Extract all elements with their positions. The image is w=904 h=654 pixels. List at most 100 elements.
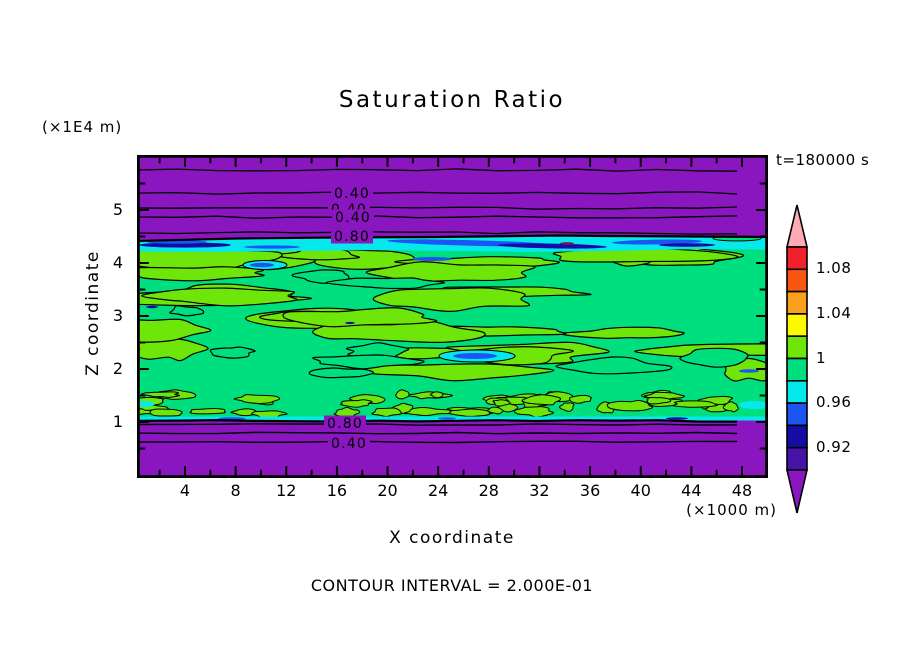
x-tick-label: 44 bbox=[681, 481, 702, 500]
contour-boundary-bottom bbox=[139, 418, 738, 423]
subsaturated-pocket bbox=[345, 321, 355, 325]
small-blob bbox=[233, 394, 281, 404]
colorbar-tick-label: 1 bbox=[816, 348, 827, 367]
time-annotation: t=180000 s bbox=[776, 151, 870, 169]
contour-label: 0.80 bbox=[334, 229, 370, 245]
colorbar-segment bbox=[786, 290, 808, 315]
subsaturated-pocket bbox=[412, 257, 452, 261]
y-tick-label: 5 bbox=[112, 200, 123, 219]
colorbar bbox=[785, 204, 809, 514]
contour-line bbox=[139, 423, 738, 426]
small-blob bbox=[339, 399, 373, 408]
colorbar-tick-label: 0.92 bbox=[816, 437, 852, 456]
contour-label-backdrop bbox=[331, 228, 373, 244]
transition-streak bbox=[139, 242, 231, 248]
contour-line bbox=[139, 431, 738, 435]
supersaturated-blob bbox=[141, 287, 298, 307]
subsaturated-pocket bbox=[139, 401, 155, 407]
x-tick-label: 24 bbox=[427, 481, 449, 500]
small-blob bbox=[486, 406, 504, 415]
contour-label-backdrop bbox=[331, 185, 373, 201]
colorbar-under-arrow bbox=[785, 469, 809, 514]
small-blob bbox=[149, 408, 183, 417]
subsaturated-pocket bbox=[146, 305, 158, 309]
colorbar-segment bbox=[786, 246, 808, 271]
contour-interval-label: CONTOUR INTERVAL = 2.000E-01 bbox=[310, 576, 594, 595]
x-tick-label: 8 bbox=[230, 481, 241, 500]
small-blob bbox=[140, 391, 180, 398]
colorbar-tick-label: 1.04 bbox=[816, 303, 852, 322]
subsaturated-pocket bbox=[739, 401, 766, 409]
colorbar-segment bbox=[786, 380, 808, 404]
small-blob bbox=[569, 394, 592, 404]
contour-plot: 0.400.400.400.800.800.40 bbox=[137, 155, 768, 478]
subsaturated-pocket bbox=[739, 369, 759, 373]
y-tick-label: 3 bbox=[112, 306, 123, 325]
x-tick-label: 48 bbox=[731, 481, 753, 500]
x-tick-label: 40 bbox=[630, 481, 651, 500]
x-tick-label: 12 bbox=[276, 481, 297, 500]
plot-title: Saturation Ratio bbox=[338, 87, 566, 113]
plot-border bbox=[137, 155, 768, 478]
small-blob bbox=[395, 389, 410, 400]
y-tick-label: 2 bbox=[112, 359, 123, 378]
transition-streak bbox=[612, 239, 702, 245]
colorbar-over-arrow bbox=[785, 204, 809, 248]
small-blob bbox=[492, 399, 511, 407]
colorbar-segment bbox=[786, 268, 808, 293]
colorbar-segment bbox=[786, 446, 808, 471]
saturation-hole-blob bbox=[312, 354, 425, 370]
colorbar-segment bbox=[786, 424, 808, 449]
supersaturated-blob bbox=[139, 266, 265, 282]
top-subsaturated-region bbox=[139, 157, 766, 241]
x-tick-label: 20 bbox=[377, 481, 398, 500]
small-blob bbox=[559, 402, 575, 412]
colorbar-segment bbox=[786, 313, 808, 338]
transition-streak bbox=[659, 243, 715, 247]
small-blob bbox=[646, 396, 672, 405]
x-tick-label: 28 bbox=[478, 481, 499, 500]
contour-label: 0.40 bbox=[335, 210, 371, 226]
saturation-hole-blob bbox=[169, 305, 205, 317]
contour-line bbox=[139, 231, 738, 235]
contour-line bbox=[139, 206, 738, 210]
subsaturated-pocket bbox=[250, 262, 274, 268]
transition-streak bbox=[244, 245, 300, 249]
contour-boundary-top bbox=[139, 234, 766, 243]
supersaturated-blob bbox=[372, 287, 531, 313]
contour-label: 0.40 bbox=[334, 186, 370, 202]
saturation-hole-blob bbox=[555, 356, 673, 375]
contour-label-backdrop bbox=[332, 209, 374, 225]
small-blob bbox=[722, 401, 739, 413]
contour-line bbox=[139, 191, 738, 195]
supersaturated-blob bbox=[282, 307, 438, 328]
saturation-hole-blob bbox=[325, 277, 445, 290]
contour-label-backdrop bbox=[328, 435, 370, 451]
small-blob bbox=[606, 399, 654, 412]
plot-field: 0.400.400.400.800.800.40 bbox=[139, 157, 766, 476]
axis-ticks bbox=[139, 157, 766, 476]
x-axis-unit-label: (×1000 m) bbox=[686, 501, 777, 519]
small-blob bbox=[521, 394, 562, 406]
small-blob bbox=[672, 400, 718, 408]
y-tick-label: 4 bbox=[112, 253, 123, 272]
subsaturated-pocket bbox=[453, 353, 497, 359]
contour-line bbox=[139, 440, 738, 444]
colorbar-segment bbox=[786, 335, 808, 360]
contour-line bbox=[139, 215, 738, 219]
transition-streak bbox=[560, 242, 574, 245]
x-tick-label: 4 bbox=[179, 481, 191, 500]
small-blob bbox=[404, 407, 451, 417]
supersaturated-blob bbox=[365, 261, 536, 283]
colorbar-tick-label: 1.08 bbox=[816, 259, 852, 278]
colorbar-segment bbox=[786, 357, 808, 382]
supersaturated-blob bbox=[552, 247, 739, 263]
contour-label: 0.40 bbox=[331, 436, 367, 452]
strip-dash bbox=[666, 417, 688, 420]
y-tick-label: 1 bbox=[112, 412, 123, 431]
y-axis-unit-label: (×1E4 m) bbox=[42, 118, 123, 136]
bottom-subsaturated-region bbox=[139, 420, 766, 476]
x-tick-label: 36 bbox=[579, 481, 601, 500]
contour-label-backdrop bbox=[324, 415, 366, 431]
